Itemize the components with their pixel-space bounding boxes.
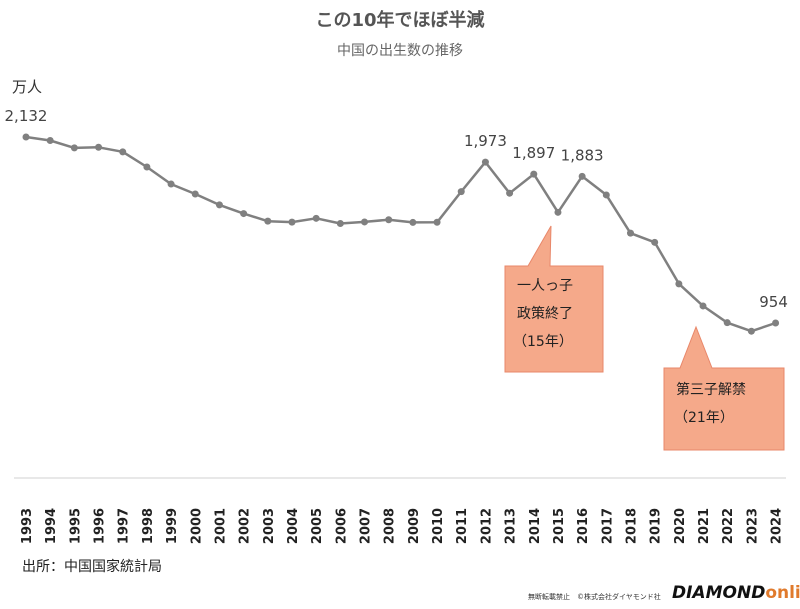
callout-text: （15年） xyxy=(513,334,573,350)
data-point-2006 xyxy=(336,220,344,228)
data-point-2000 xyxy=(191,190,199,198)
data-label-2014: 1,897 xyxy=(512,144,555,162)
data-point-2020 xyxy=(675,280,683,288)
data-point-2015 xyxy=(554,208,562,216)
chart-title: この10年でほぼ半減 xyxy=(315,10,485,31)
data-point-2010 xyxy=(433,218,441,226)
x-tick-2011: 2011 xyxy=(455,508,470,544)
series-line xyxy=(25,135,777,333)
x-tick-1996: 1996 xyxy=(93,508,108,544)
data-point-2013 xyxy=(506,189,514,197)
data-point-2003 xyxy=(264,217,272,225)
callout-text: 一人っ子 xyxy=(517,278,573,294)
x-tick-2022: 2022 xyxy=(721,508,736,544)
data-point-2009 xyxy=(409,218,417,226)
data-point-2005 xyxy=(312,214,320,222)
x-tick-2013: 2013 xyxy=(504,508,519,544)
x-tick-2002: 2002 xyxy=(238,508,253,544)
x-tick-2000: 2000 xyxy=(189,508,204,544)
data-point-1996 xyxy=(95,143,103,151)
data-point-1998 xyxy=(143,163,151,171)
x-tick-2007: 2007 xyxy=(359,508,374,544)
data-point-2019 xyxy=(651,238,659,246)
callout-box-2021 xyxy=(663,325,785,451)
callout-text: 第三子解禁 xyxy=(676,381,746,398)
x-tick-1997: 1997 xyxy=(117,508,132,544)
brand-main: DIAMOND xyxy=(672,583,766,603)
source-note: 出所：中国国家統計局 xyxy=(22,559,162,575)
x-tick-2014: 2014 xyxy=(528,508,543,544)
brand-logo: DIAMONDonline xyxy=(672,583,800,603)
x-tick-2006: 2006 xyxy=(334,508,349,544)
data-point-2018 xyxy=(627,229,634,237)
data-point-2017 xyxy=(602,191,610,199)
x-tick-2021: 2021 xyxy=(697,508,712,544)
data-point-1997 xyxy=(119,148,127,156)
x-tick-2003: 2003 xyxy=(262,508,277,544)
x-tick-2015: 2015 xyxy=(552,508,567,544)
callout-box-2015 xyxy=(504,225,604,373)
x-tick-2005: 2005 xyxy=(310,508,325,544)
data-point-1994 xyxy=(46,136,54,144)
x-tick-1994: 1994 xyxy=(44,508,59,544)
data-point-2023 xyxy=(747,327,755,335)
callout-text: （21年） xyxy=(674,410,734,426)
data-point-1993 xyxy=(22,133,30,141)
data-point-2011 xyxy=(457,188,465,196)
data-point-2001 xyxy=(215,201,223,209)
x-tick-2004: 2004 xyxy=(286,508,301,544)
x-tick-2017: 2017 xyxy=(600,508,615,544)
x-tick-2019: 2019 xyxy=(649,508,664,544)
data-point-1999 xyxy=(167,180,175,188)
data-point-2004 xyxy=(288,218,296,226)
x-tick-2024: 2024 xyxy=(770,508,785,544)
x-tick-2023: 2023 xyxy=(745,508,760,544)
copyright-note: 無断転載禁止 ©株式会社ダイヤモンド社 xyxy=(528,593,661,601)
data-label-2012: 1,973 xyxy=(464,132,507,150)
data-label-2024: 954 xyxy=(759,293,788,311)
x-tick-2020: 2020 xyxy=(673,508,688,544)
x-tick-2008: 2008 xyxy=(383,508,398,544)
x-tick-1995: 1995 xyxy=(68,508,83,544)
data-point-2024 xyxy=(772,319,780,327)
brand-sub: online xyxy=(765,583,800,603)
x-tick-2012: 2012 xyxy=(479,508,494,544)
data-label-1993: 2,132 xyxy=(5,107,48,125)
x-tick-2010: 2010 xyxy=(431,508,446,544)
chart-subtitle: 中国の出生数の推移 xyxy=(337,43,463,59)
x-tick-1993: 1993 xyxy=(20,508,35,544)
data-point-2007 xyxy=(361,218,369,226)
data-point-2012 xyxy=(481,158,489,166)
x-tick-2018: 2018 xyxy=(625,508,640,544)
y-unit-label: 万人 xyxy=(12,78,43,96)
data-point-2014 xyxy=(530,170,538,178)
data-point-2008 xyxy=(385,216,393,224)
x-tick-2001: 2001 xyxy=(213,508,228,544)
data-point-2002 xyxy=(240,210,248,218)
data-label-2016: 1,883 xyxy=(561,146,604,164)
x-tick-1999: 1999 xyxy=(165,508,180,544)
x-tick-2009: 2009 xyxy=(407,508,422,544)
data-point-2016 xyxy=(578,172,586,180)
data-point-2022 xyxy=(723,319,731,327)
data-point-2021 xyxy=(699,302,707,310)
data-point-1995 xyxy=(70,144,78,152)
callout-text: 政策終了 xyxy=(517,305,573,322)
x-tick-2016: 2016 xyxy=(576,508,591,544)
x-tick-1998: 1998 xyxy=(141,508,156,544)
